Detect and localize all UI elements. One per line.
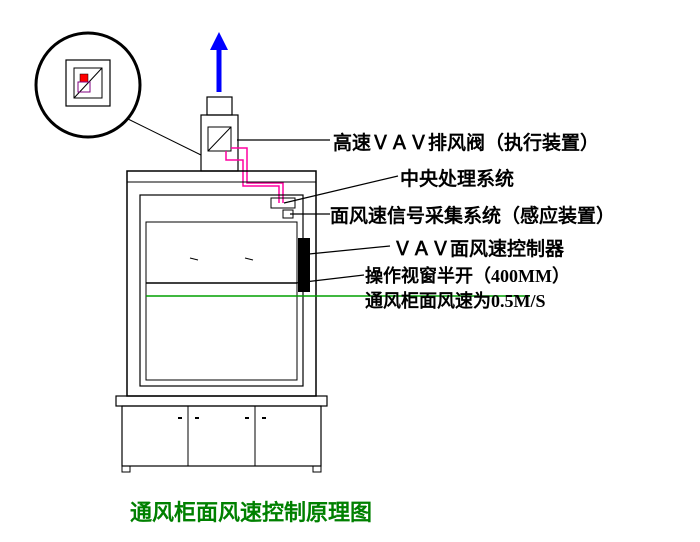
diagram-title: 通风柜面风速控制原理图 <box>130 495 372 527</box>
leader-4 <box>309 246 390 254</box>
base-top <box>116 396 327 406</box>
label-vav-valve: 高速ＶＡＶ排风阀（执行装置） <box>333 128 599 155</box>
label-sash: 操作视窗半开（400MM） <box>365 262 570 288</box>
label-controller: ＶＡＶ面风速控制器 <box>393 234 564 261</box>
leader-2 <box>284 176 398 203</box>
label-velocity: 通风柜面风速为0.5M/S <box>365 287 546 313</box>
valve-box <box>201 115 238 171</box>
label-sensor: 面风速信号采集系统（感应装置） <box>330 201 615 228</box>
vav-controller <box>298 238 310 292</box>
base-body <box>122 406 321 466</box>
duct-top <box>207 97 232 115</box>
detail-circle <box>36 33 140 137</box>
diagram-svg <box>0 0 700 542</box>
label-cpu: 中央处理系统 <box>400 164 514 191</box>
